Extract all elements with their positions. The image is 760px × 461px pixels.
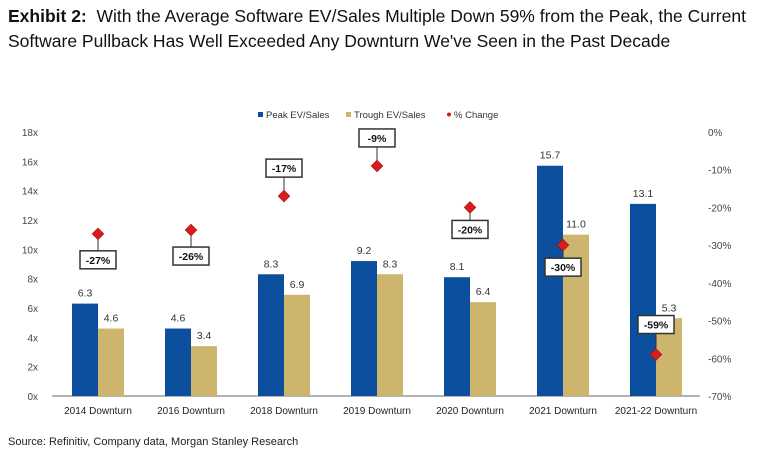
change-marker	[556, 238, 570, 252]
change-data-label: -9%	[368, 133, 387, 145]
right-axis-tick: -20%	[708, 203, 731, 214]
change-label-box	[265, 158, 303, 178]
category-label: 2021 Downturn	[529, 406, 597, 417]
left-axis-tick: 0x	[27, 392, 38, 403]
legend-swatch	[346, 112, 351, 117]
legend-label: % Change	[454, 110, 498, 121]
peak-data-label: 13.1	[633, 188, 654, 200]
source-note: Source: Refinitiv, Company data, Morgan …	[8, 436, 299, 448]
change-label-box	[79, 250, 117, 270]
change-label-box	[358, 128, 396, 148]
trough-data-label: 3.4	[197, 330, 212, 342]
bar-trough	[284, 294, 310, 396]
left-axis-tick: 12x	[22, 216, 38, 227]
category-label: 2021-22 Downturn	[615, 406, 697, 417]
bar-peak	[537, 165, 563, 396]
left-axis-tick: 16x	[22, 157, 38, 168]
peak-data-label: 4.6	[171, 313, 186, 325]
category-label: 2016 Downturn	[157, 406, 225, 417]
change-data-label: -27%	[86, 255, 111, 267]
change-marker	[91, 227, 105, 241]
right-axis-tick: -60%	[708, 354, 731, 365]
peak-data-label: 15.7	[540, 150, 561, 162]
right-axis-tick: 0%	[708, 128, 723, 139]
category-label: 2019 Downturn	[343, 406, 411, 417]
peak-data-label: 8.1	[450, 261, 465, 273]
bar-peak	[165, 328, 191, 396]
trough-data-label: 5.3	[662, 302, 677, 314]
change-label-box	[172, 246, 210, 266]
change-marker	[649, 348, 663, 361]
left-axis-tick: 8x	[27, 275, 38, 286]
legend-label: Peak EV/Sales	[266, 110, 330, 121]
exhibit-title-text: With the Average Software EV/Sales Multi…	[8, 6, 746, 51]
bar-trough	[98, 328, 124, 396]
trough-data-label: 4.6	[104, 313, 119, 325]
exhibit-title: Exhibit 2: With the Average Software EV/…	[8, 4, 758, 54]
trough-data-label: 6.4	[476, 286, 491, 298]
change-marker	[277, 189, 291, 203]
right-axis-tick: -70%	[708, 392, 731, 403]
right-axis-tick: -50%	[708, 317, 731, 328]
bar-peak	[351, 261, 377, 396]
change-label-box	[544, 257, 582, 277]
trough-data-label: 8.3	[383, 258, 398, 270]
exhibit-label: Exhibit 2:	[8, 6, 87, 26]
right-axis-tick: -10%	[708, 166, 731, 177]
left-axis-tick: 2x	[27, 363, 38, 374]
change-data-label: -17%	[272, 163, 297, 175]
trough-data-label: 6.9	[290, 279, 305, 291]
change-label-box	[637, 314, 675, 335]
left-axis-tick: 14x	[22, 187, 38, 198]
bar-peak	[72, 303, 98, 396]
left-axis-tick: 4x	[27, 333, 38, 344]
peak-data-label: 9.2	[357, 245, 372, 257]
bar-peak	[444, 277, 470, 396]
trough-data-label: 11.0	[566, 219, 586, 231]
change-marker	[463, 201, 477, 214]
legend-marker	[447, 112, 451, 117]
category-label: 2020 Downturn	[436, 406, 504, 417]
bar-trough	[191, 346, 217, 396]
category-label: 2018 Downturn	[250, 406, 318, 417]
change-data-label: -30%	[551, 262, 576, 274]
bar-peak	[258, 274, 284, 396]
left-axis-tick: 18x	[22, 128, 38, 139]
peak-data-label: 6.3	[78, 288, 93, 300]
left-axis-tick: 10x	[22, 245, 38, 256]
bar-trough	[470, 302, 496, 396]
left-axis-tick: 6x	[27, 304, 38, 315]
change-data-label: -59%	[644, 320, 669, 332]
right-axis-tick: -30%	[708, 241, 731, 252]
change-marker	[370, 159, 384, 173]
category-label: 2014 Downturn	[64, 406, 132, 417]
peak-data-label: 8.3	[264, 258, 279, 270]
bar-peak	[630, 203, 656, 396]
change-label-box	[451, 219, 489, 240]
change-data-label: -26%	[179, 251, 204, 263]
right-axis-tick: -40%	[708, 279, 731, 290]
bar-trough	[377, 274, 403, 396]
change-marker	[184, 223, 198, 237]
change-data-label: -20%	[458, 224, 483, 236]
legend-label: Trough EV/Sales	[354, 110, 426, 121]
legend-swatch	[258, 112, 263, 117]
